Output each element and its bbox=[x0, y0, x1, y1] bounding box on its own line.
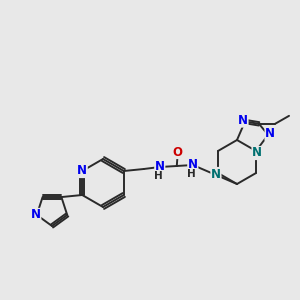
Text: N: N bbox=[265, 127, 275, 140]
Text: N: N bbox=[188, 158, 198, 172]
Text: N: N bbox=[211, 167, 221, 181]
Text: O: O bbox=[173, 146, 183, 158]
Text: N: N bbox=[155, 160, 165, 173]
Text: N: N bbox=[238, 114, 248, 127]
Text: N: N bbox=[252, 146, 262, 160]
Text: N: N bbox=[77, 164, 87, 178]
Text: H: H bbox=[188, 169, 196, 179]
Text: H: H bbox=[154, 171, 163, 181]
Text: N: N bbox=[31, 208, 41, 221]
